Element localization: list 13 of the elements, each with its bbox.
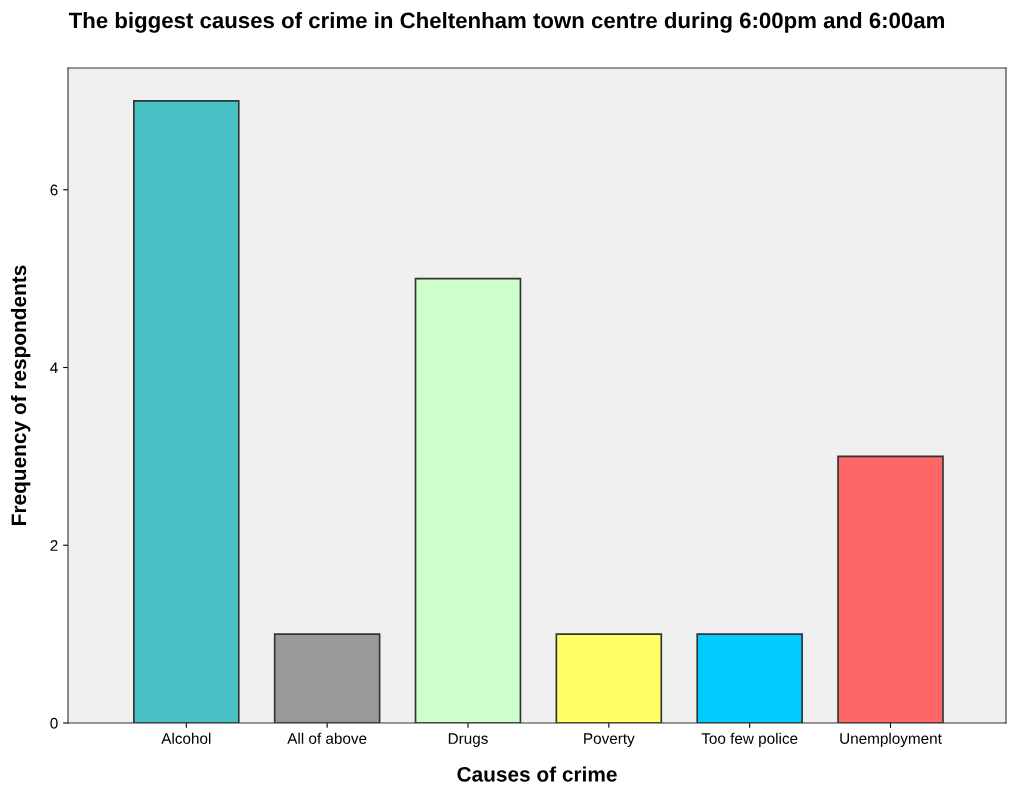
chart-title: The biggest causes of crime in Cheltenham town centre during 6:00pm and 6:00am <box>68 11 945 33</box>
y-tick-label: 6 <box>50 184 58 196</box>
x-tick-label: Alcohol <box>161 732 211 744</box>
y-tick-label: 0 <box>50 717 58 729</box>
x-axis-title: Causes of crime <box>457 766 617 782</box>
x-tick-label: Poverty <box>584 733 635 747</box>
y-axis-title: Frequency of respondents <box>10 265 31 525</box>
x-tick-label: All of above <box>287 732 367 744</box>
x-tick-label: Too few police <box>701 732 798 747</box>
y-tick-label: 2 <box>50 540 58 551</box>
y-tick-label: 4 <box>50 362 58 374</box>
x-tick-label: Drugs <box>448 733 488 747</box>
x-tick-label: Unemployment <box>840 732 942 747</box>
